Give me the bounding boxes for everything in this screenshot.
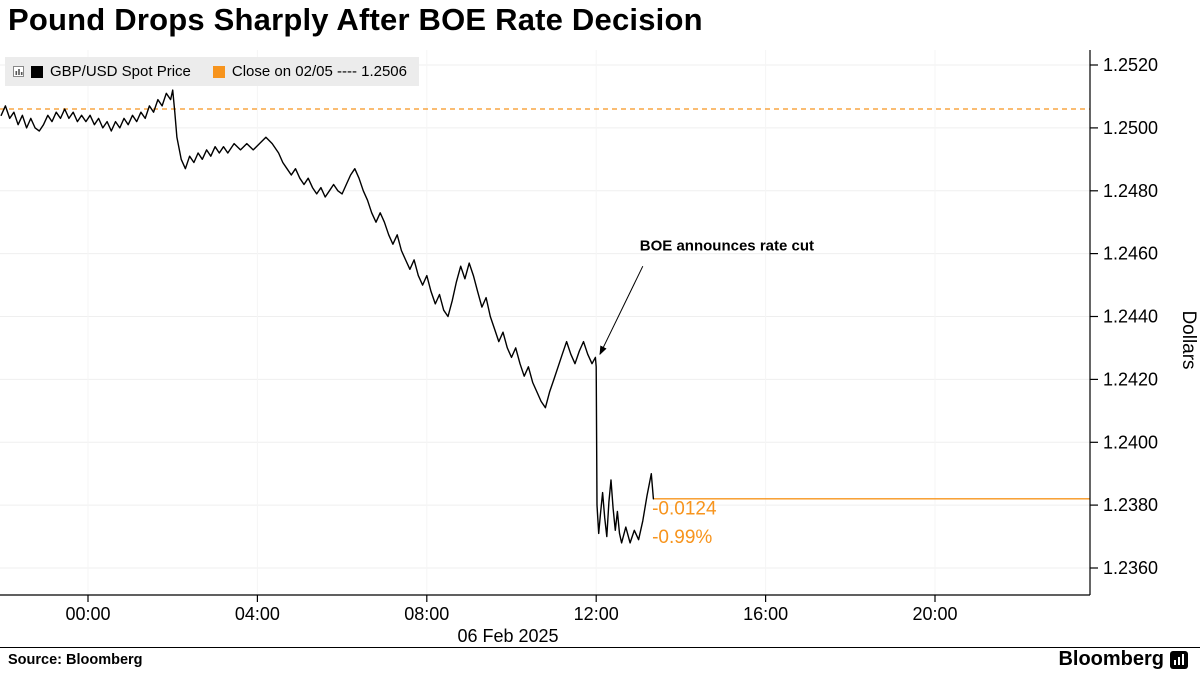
bloomberg-logo: Bloomberg (1058, 648, 1188, 671)
legend-chart-icon[interactable] (13, 66, 24, 77)
series-swatch-black (31, 65, 43, 78)
bloomberg-icon (1170, 650, 1188, 669)
source-label: Source: Bloomberg (8, 652, 143, 668)
date-label: 06 Feb 2025 (457, 626, 558, 646)
legend: GBP/USD Spot Price Close on 02/05 ---- 1… (5, 57, 419, 86)
price-line (0, 89, 655, 544)
y-tick-label: 1.2500 (1103, 118, 1158, 138)
bloomberg-wordmark: Bloomberg (1058, 648, 1164, 670)
x-tick-label: 04:00 (235, 604, 280, 624)
price-chart: 1.2520 1.2500 1.2480 1.2460 1.2440 1.2420 1.24… (0, 50, 1199, 646)
y-tick-label: 1.2380 (1103, 495, 1158, 515)
x-tick-label: 16:00 (743, 604, 788, 624)
change-percent-label: -0.99% (652, 527, 712, 548)
footer-divider (0, 647, 1200, 648)
y-tick-label: 1.2360 (1103, 558, 1158, 578)
x-tick-label: 12:00 (574, 604, 619, 624)
chart-title: Pound Drops Sharply After BOE Rate Decis… (8, 2, 703, 37)
x-tick-label: 08:00 (404, 604, 449, 624)
y-tick-label: 1.2440 (1103, 307, 1158, 327)
y-tick-label: 1.2520 (1103, 55, 1158, 75)
annotation-text: BOE announces rate cut (640, 238, 814, 255)
close-swatch-orange (212, 65, 225, 78)
y-axis-title: Dollars (1178, 310, 1199, 369)
annotation-arrow (599, 265, 644, 356)
y-tick-label: 1.2420 (1103, 369, 1158, 389)
y-tick-label: 1.2460 (1103, 244, 1158, 264)
x-tick-label: 20:00 (912, 604, 957, 624)
change-absolute-label: -0.0124 (652, 499, 717, 520)
x-tick-label: 00:00 (65, 604, 110, 624)
y-tick-label: 1.2480 (1103, 181, 1158, 201)
series-label: GBP/USD Spot Price (50, 63, 191, 80)
y-tick-label: 1.2400 (1103, 432, 1158, 452)
close-line-label: Close on 02/05 ---- 1.2506 (231, 63, 407, 80)
